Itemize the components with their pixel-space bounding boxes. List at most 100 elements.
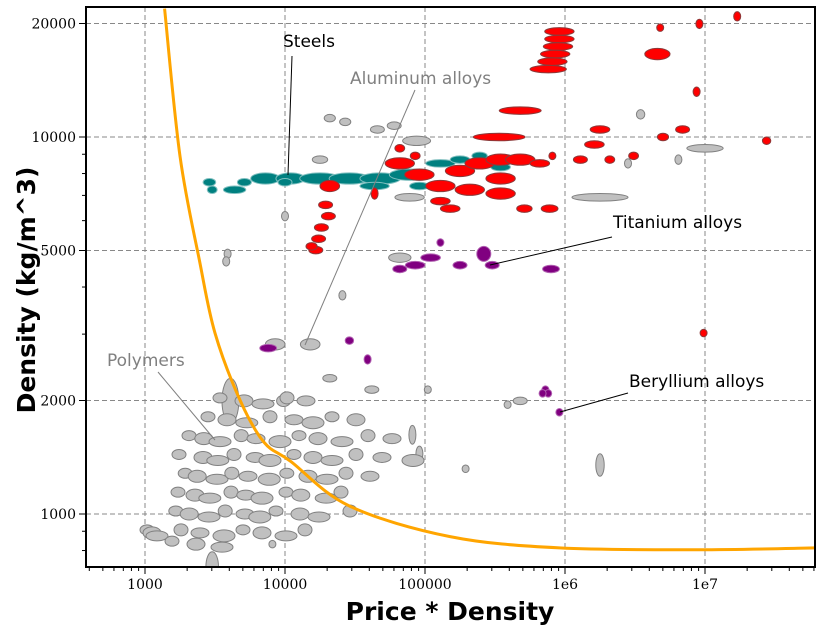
steels-point (202, 177, 217, 187)
annotation-label: Beryllium alloys (629, 372, 764, 392)
other-materials-point (311, 155, 329, 164)
y-tick-label: 2000 (40, 394, 76, 410)
polymers-point (238, 470, 258, 482)
polymers-point (226, 447, 242, 461)
y-tick-label: 10000 (31, 130, 76, 146)
other-metals-point (320, 211, 336, 221)
polymers-point (217, 504, 233, 518)
other-metals-point (656, 23, 665, 32)
polymers-point (296, 395, 316, 407)
annotation-leader-line (157, 371, 216, 441)
polymers-point (279, 391, 295, 405)
polymers-point (181, 430, 197, 442)
other-metals-point (425, 179, 456, 193)
polymers-point (197, 511, 221, 523)
titanium-alloys-point (259, 343, 278, 353)
other-metals-point (394, 144, 406, 153)
x-tick-label: 1e6 (552, 577, 578, 593)
y-axis-title: Density (kg/m^3) (12, 167, 41, 414)
polymers-point (208, 436, 232, 448)
other-materials-point (686, 144, 724, 153)
titanium-alloys-point (436, 238, 445, 247)
polymers-point (360, 470, 380, 482)
other-metals-point (430, 196, 451, 206)
polymers-point (205, 473, 229, 485)
other-metals-point (644, 47, 671, 61)
other-metals-point (472, 132, 526, 142)
polymers-point (301, 416, 325, 430)
other-materials-point (322, 374, 338, 383)
polymers-point (251, 398, 275, 410)
polymers-point (401, 453, 425, 467)
titanium-alloys-point (420, 253, 441, 262)
other-materials-point (512, 396, 528, 406)
other-materials-point (323, 113, 336, 123)
polymers-point (303, 450, 323, 464)
polymers-point (308, 432, 328, 446)
other-materials-point (299, 338, 321, 351)
x-tick-label: 10000 (263, 577, 308, 593)
polymers-point (187, 469, 207, 483)
polymers-point (262, 410, 278, 424)
other-materials-point (364, 385, 380, 394)
other-metals-point (537, 57, 568, 66)
grid-lines (86, 7, 815, 567)
polymers-point (233, 429, 249, 443)
annotation-leader-line (489, 236, 613, 266)
polymers-point (252, 526, 272, 540)
polymers-point (324, 411, 340, 423)
steels-point (222, 185, 247, 195)
other-metals-point (572, 155, 588, 164)
polymers-point (297, 523, 313, 537)
other-materials-point (571, 193, 629, 202)
polymers-point (217, 413, 237, 427)
polymers-point (206, 454, 230, 466)
other-materials-point (386, 121, 402, 130)
other-metals-point (313, 223, 329, 232)
other-metals-point (409, 151, 421, 161)
polymers-point (360, 429, 376, 443)
other-metals-point (548, 151, 557, 161)
other-metals-point (761, 136, 772, 146)
other-metals-point (498, 106, 542, 115)
other-materials-point (339, 117, 352, 127)
x-axis-title: Price * Density (346, 597, 555, 626)
other-materials-point (595, 453, 605, 477)
polymers-point (279, 467, 295, 479)
other-metals-point (444, 164, 476, 178)
polymers-point (210, 541, 234, 553)
polymers-point (268, 435, 292, 449)
polymers-point (257, 472, 281, 486)
other-metals-point (589, 125, 611, 134)
y-tick-label: 5000 (40, 243, 76, 259)
other-materials-point (388, 252, 412, 263)
polymers-point (224, 466, 240, 480)
polymers-point (200, 411, 216, 423)
titanium-alloys-point (555, 407, 564, 417)
polymers-point (274, 530, 298, 542)
other-metals-point (584, 140, 605, 149)
steels-point (206, 185, 218, 195)
titanium-alloys-point (452, 260, 468, 270)
other-materials-point (402, 135, 432, 146)
other-metals-point (733, 11, 742, 22)
polymers-point (315, 473, 339, 485)
polymers-point (307, 511, 331, 523)
titanium-alloys-point (476, 245, 492, 262)
other-metals-point (485, 172, 516, 185)
polymers-point (348, 447, 364, 461)
titanium-alloys-point (344, 336, 355, 345)
other-metals-point (384, 157, 415, 170)
annotations: Steels Aluminum alloys Titanium alloys Bery… (107, 32, 764, 441)
other-materials-point (268, 539, 277, 549)
other-metals-point (628, 151, 639, 161)
polymers-point (290, 507, 310, 521)
y-tick-label: 1000 (40, 507, 76, 523)
polymers-point (278, 486, 294, 498)
titanium-alloys-point (542, 264, 560, 274)
other-metals-point (516, 204, 533, 213)
other-metals-point (529, 64, 567, 74)
other-materials-point (461, 464, 470, 474)
other-materials-point (394, 193, 425, 202)
other-materials-point (338, 290, 347, 301)
